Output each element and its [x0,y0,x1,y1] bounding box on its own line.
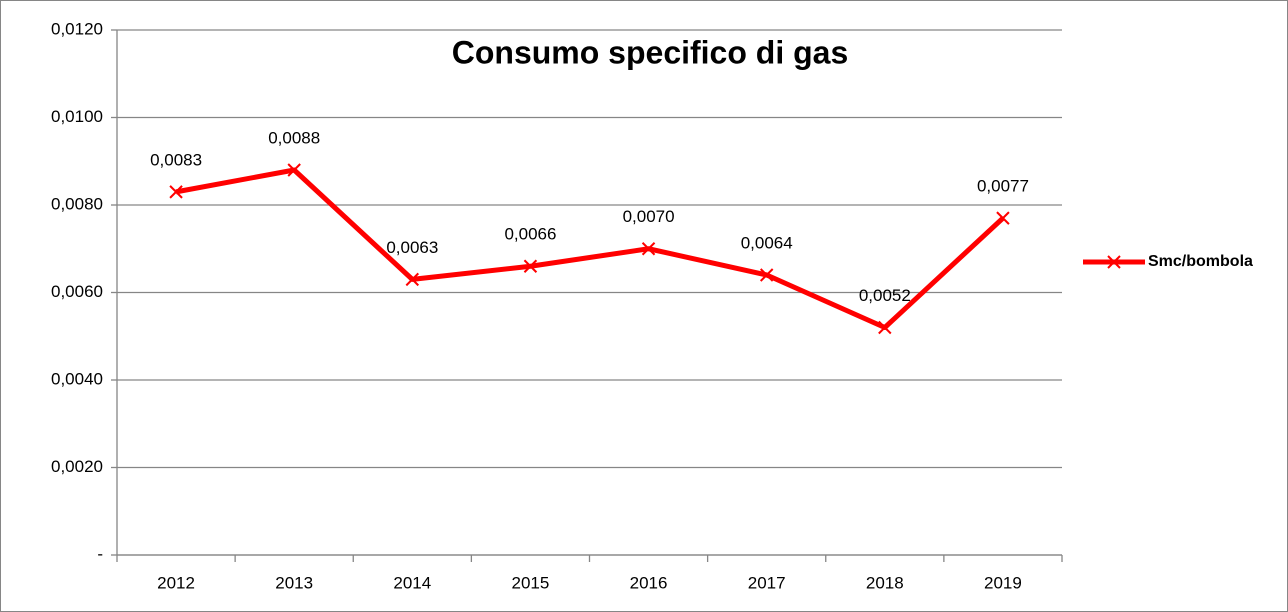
data-label: 0,0088 [268,128,320,147]
marker [878,320,892,335]
data-label: 0,0070 [623,207,675,226]
marker [996,211,1010,225]
x-tick-label: 2013 [275,573,313,592]
data-line [175,167,1005,330]
y-tick-label: 0,0040 [51,369,103,388]
data-label: 0,0052 [859,286,911,305]
y-tick-label: 0,0060 [51,282,103,301]
data-label: 0,0064 [741,233,793,252]
chart-title: Consumo specifico di gas [452,34,849,70]
data-label: 0,0063 [386,238,438,257]
y-tick-label: 0,0020 [51,457,103,476]
x-tick-label: 2015 [512,573,550,592]
y-tick-label: 0,0100 [51,107,103,126]
marker [405,272,420,287]
y-tick-label: 0,0080 [51,194,103,213]
marker [523,259,538,273]
y-tick-label: - [97,544,103,563]
legend-marker [1107,255,1121,269]
x-tick-label: 2017 [748,573,786,592]
x-tick-label: 2019 [984,573,1022,592]
marker [759,268,774,282]
marker [169,185,183,199]
x-tick-label: 2012 [157,573,195,592]
data-label: 0,0077 [977,177,1029,196]
x-tick-label: 2014 [393,573,431,592]
x-tick-label: 2018 [866,573,904,592]
marker [287,163,301,177]
data-label: 0,0083 [150,150,202,169]
x-tick-label: 2016 [630,573,668,592]
data-label: 0,0066 [504,225,556,244]
marker [641,242,656,256]
y-tick-label: 0,0120 [51,19,103,38]
legend-label: Smc/bombola [1148,253,1253,270]
